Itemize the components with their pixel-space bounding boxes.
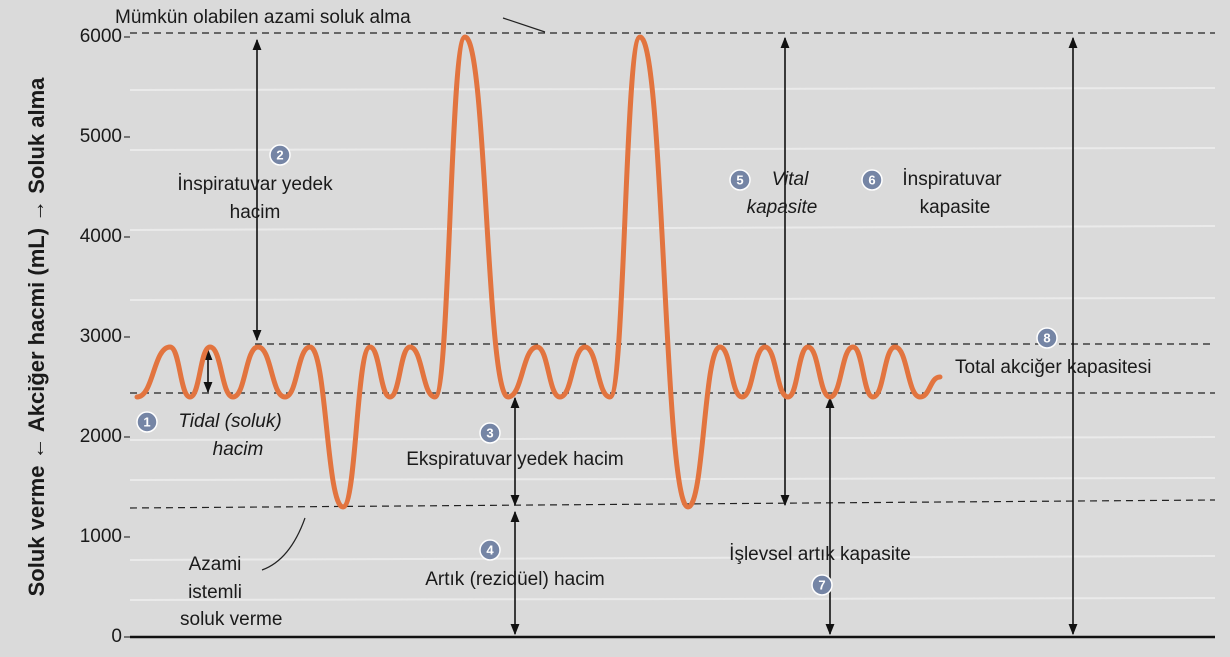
y-tick-label: 0: [111, 626, 122, 647]
badge: [861, 169, 883, 191]
badge-number: 8: [1043, 330, 1050, 345]
y-tick-label: 3000: [80, 326, 122, 347]
annotation: Azami istemli soluk verme: [180, 554, 282, 630]
annotation-text: hacim: [230, 202, 281, 223]
annotation: Tidal (soluk) hacim 1: [136, 411, 282, 460]
annotation: İşlevsel artık kapasite 7: [729, 544, 911, 596]
badge-number: 3: [486, 425, 493, 440]
annotation-text: soluk verme: [180, 609, 282, 630]
annotation-text: İşlevsel artık kapasite: [729, 544, 911, 565]
annotation-text: Artık (rezidüel) hacim: [425, 569, 605, 590]
y-tick-label: 5000: [80, 126, 122, 147]
annotation-text: Ekspiratuvar yedek hacim: [406, 449, 624, 470]
annotation-text: hacim: [213, 439, 264, 460]
y-axis-label: Soluk verme ← Akciğer hacmi (mL) → Soluk…: [24, 77, 49, 597]
annotation: İnspiratuvar yedek hacim 2: [177, 144, 333, 223]
y-tick-label: 1000: [80, 526, 122, 547]
annotation: Artık (rezidüel) hacim 4: [425, 539, 605, 590]
badge-number: 2: [276, 147, 283, 162]
annotation-text: istemli: [188, 582, 242, 603]
badge: [479, 422, 501, 444]
annotation: Vital kapasite 5: [729, 169, 818, 218]
annotation: Mümkün olabilen azami soluk alma: [115, 7, 411, 28]
badge: [811, 574, 833, 596]
annotation-text: Tidal (soluk): [178, 411, 281, 432]
annotation: Total akciğer kapasitesi 8: [955, 327, 1151, 378]
annotation-text: Mümkün olabilen azami soluk alma: [115, 7, 411, 28]
annotation-text: İnspiratuvar: [902, 169, 1002, 190]
annotation-text: Azami: [189, 554, 242, 575]
badge-number: 4: [486, 542, 494, 557]
annotation-text: Vital: [772, 169, 809, 190]
y-tick-label: 4000: [80, 226, 122, 247]
y-tick-label: 2000: [80, 426, 122, 447]
badge-number: 7: [818, 577, 825, 592]
stripes: [129, 87, 1216, 601]
y-tick-label: 6000: [80, 26, 122, 47]
annotation-text: kapasite: [920, 197, 991, 218]
badge: [1036, 327, 1058, 349]
volume-curve: [134, 34, 943, 510]
badge: [729, 169, 751, 191]
badge-number: 1: [143, 414, 150, 429]
annotation-text: İnspiratuvar yedek: [177, 174, 333, 195]
measure-arrows: [203, 36, 1078, 636]
badge: [479, 539, 501, 561]
badge: [269, 144, 291, 166]
annotation-text: kapasite: [747, 197, 818, 218]
annotation: İnspiratuvar kapasite 6: [861, 169, 1002, 218]
annotation: Ekspiratuvar yedek hacim 3: [406, 422, 624, 470]
badge-number: 5: [736, 172, 743, 187]
badge-number: 6: [868, 172, 875, 187]
annotation-text: Total akciğer kapasitesi: [955, 357, 1151, 378]
badge: [136, 411, 158, 433]
